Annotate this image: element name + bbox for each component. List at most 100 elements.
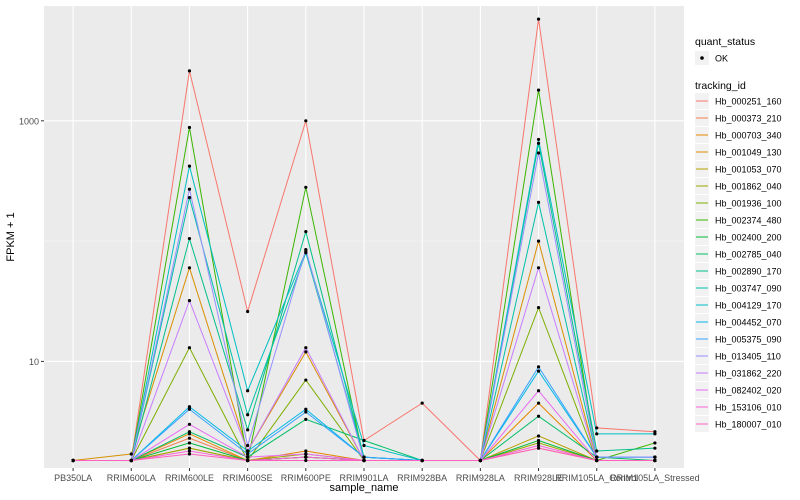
data-point-Hb_004452_070 — [187, 405, 192, 409]
data-point-Hb_031862_220 — [246, 449, 250, 453]
y-tick-label: 10 — [29, 357, 39, 367]
data-point-Hb_004129_170 — [362, 443, 366, 448]
data-point-Hb_002890_170 — [246, 428, 250, 432]
data-point-Hb_002785_040 — [536, 414, 541, 418]
legend-title-tracking-id: tracking_id — [695, 80, 746, 92]
data-point-Hb_005375_090 — [362, 455, 366, 459]
data-point-Hb_082402_020 — [246, 455, 250, 459]
data-point-Hb_001936_100 — [536, 306, 541, 310]
data-point-Hb_002400_200 — [187, 441, 192, 445]
data-point-Hb_082402_020 — [187, 422, 192, 426]
data-point-Hb_002374_480 — [304, 185, 308, 189]
data-point-Hb_000373_210 — [187, 436, 192, 440]
legend-label: Hb_004452_070 — [715, 318, 782, 328]
legend-label: Hb_153106_010 — [715, 403, 782, 413]
legend-label: Hb_001049_130 — [715, 148, 782, 158]
data-point-Hb_013405_110 — [595, 455, 599, 459]
x-tick-label: RRIM600LA — [107, 473, 156, 483]
y-tick-label: 1000 — [19, 116, 39, 126]
data-points — [71, 17, 657, 463]
data-point-Hb_180007_010 — [304, 458, 308, 463]
data-point-Hb_013405_110 — [653, 455, 657, 459]
data-point-Hb_013405_110 — [246, 443, 250, 448]
legend-label: Hb_002785_040 — [715, 250, 782, 260]
data-point-Hb_001936_100 — [187, 346, 192, 350]
data-point-Hb_013405_110 — [304, 247, 308, 252]
data-point-Hb_002400_200 — [536, 438, 541, 443]
data-point-Hb_180007_010 — [246, 458, 250, 463]
data-point-Hb_001936_100 — [304, 378, 308, 382]
data-point-Hb_180007_010 — [187, 452, 192, 456]
data-point-Hb_013405_110 — [536, 151, 541, 155]
data-point-Hb_002374_480 — [653, 441, 657, 445]
legend-label: Hb_005375_090 — [715, 335, 782, 345]
data-point-Hb_004129_170 — [536, 137, 541, 142]
data-point-Hb_004452_070 — [304, 407, 308, 411]
legend-label: Hb_002400_200 — [715, 233, 782, 243]
data-point-Hb_005375_090 — [536, 365, 541, 369]
x-tick-label: RRIM928LE — [514, 473, 563, 483]
legend-label: Hb_013405_110 — [715, 352, 781, 362]
data-point-Hb_003747_090 — [187, 195, 192, 200]
data-point-Hb_002785_040 — [187, 430, 192, 434]
x-tick-label: RRIM105LA_Stressed — [610, 473, 700, 483]
legend-label: Hb_001862_040 — [715, 182, 782, 192]
data-point-Hb_180007_010 — [129, 458, 133, 463]
data-point-Hb_082402_020 — [536, 389, 541, 393]
data-point-Hb_005375_090 — [304, 410, 308, 414]
legend-label: Hb_003747_090 — [715, 284, 782, 294]
data-point-Hb_001049_130 — [129, 452, 133, 456]
legend-point-key — [700, 56, 704, 60]
data-point-Hb_180007_010 — [536, 446, 541, 450]
data-point-Hb_004129_170 — [595, 432, 599, 436]
legend-label: Hb_002890_170 — [715, 267, 782, 277]
data-point-Hb_002890_170 — [187, 236, 192, 241]
data-point-Hb_180007_010 — [653, 458, 657, 463]
data-point-Hb_000251_160 — [420, 401, 424, 405]
data-point-Hb_000251_160 — [536, 17, 541, 21]
data-point-Hb_002374_480 — [536, 88, 541, 92]
data-point-Hb_004129_170 — [653, 432, 657, 436]
x-tick-label: RRIM600PE — [281, 473, 331, 483]
x-axis: PB350LA RRIM600LA RRIM600LE RRIM600SE RRIM60… — [54, 468, 700, 483]
legend-label: Hb_000703_340 — [715, 131, 782, 141]
data-point-Hb_003747_090 — [536, 200, 541, 204]
data-point-Hb_004129_170 — [187, 164, 192, 168]
legend-title-quant-status: quant_status — [695, 36, 755, 48]
data-point-Hb_003747_090 — [246, 413, 250, 417]
data-point-Hb_000251_160 — [595, 426, 599, 430]
legend-label: Hb_001053_070 — [715, 165, 782, 175]
legend-label: Hb_000373_210 — [715, 114, 782, 124]
legend-label: Hb_000251_160 — [715, 97, 782, 107]
data-point-Hb_031862_220 — [536, 266, 541, 270]
data-point-Hb_000251_160 — [304, 119, 308, 123]
data-point-Hb_002890_170 — [304, 229, 308, 234]
data-point-Hb_180007_010 — [71, 458, 75, 463]
legend-label: Hb_031862_220 — [715, 369, 782, 379]
data-point-Hb_180007_010 — [420, 458, 424, 463]
data-point-Hb_031862_220 — [304, 346, 308, 350]
data-point-Hb_153106_010 — [187, 449, 192, 453]
data-point-Hb_001053_070 — [536, 434, 541, 438]
legend-label: Hb_002374_480 — [715, 216, 782, 226]
data-point-Hb_005375_090 — [246, 452, 250, 456]
data-point-Hb_180007_010 — [595, 458, 599, 463]
data-point-Hb_002890_170 — [595, 449, 599, 453]
data-point-Hb_001049_130 — [536, 239, 541, 243]
data-point-Hb_000251_160 — [187, 69, 192, 73]
legend-label: Hb_004129_170 — [715, 301, 782, 311]
data-point-Hb_000703_340 — [536, 401, 541, 405]
x-tick-label: RRIM600LE — [165, 473, 214, 483]
legend-label: Hb_082402_020 — [715, 386, 782, 396]
y-axis: 10 1000 — [19, 116, 44, 367]
data-point-Hb_180007_010 — [478, 458, 482, 463]
x-tick-label: RRIM901LA — [339, 473, 388, 483]
x-tick-label: RRIM928LA — [456, 473, 505, 483]
data-point-Hb_082402_020 — [304, 452, 308, 456]
data-point-Hb_001862_040 — [536, 441, 541, 445]
data-point-Hb_001862_040 — [187, 446, 192, 450]
x-tick-label: RRIM105LA_Control — [555, 473, 638, 483]
x-axis-title: sample_name — [329, 482, 398, 494]
data-point-Hb_002785_040 — [304, 417, 308, 421]
